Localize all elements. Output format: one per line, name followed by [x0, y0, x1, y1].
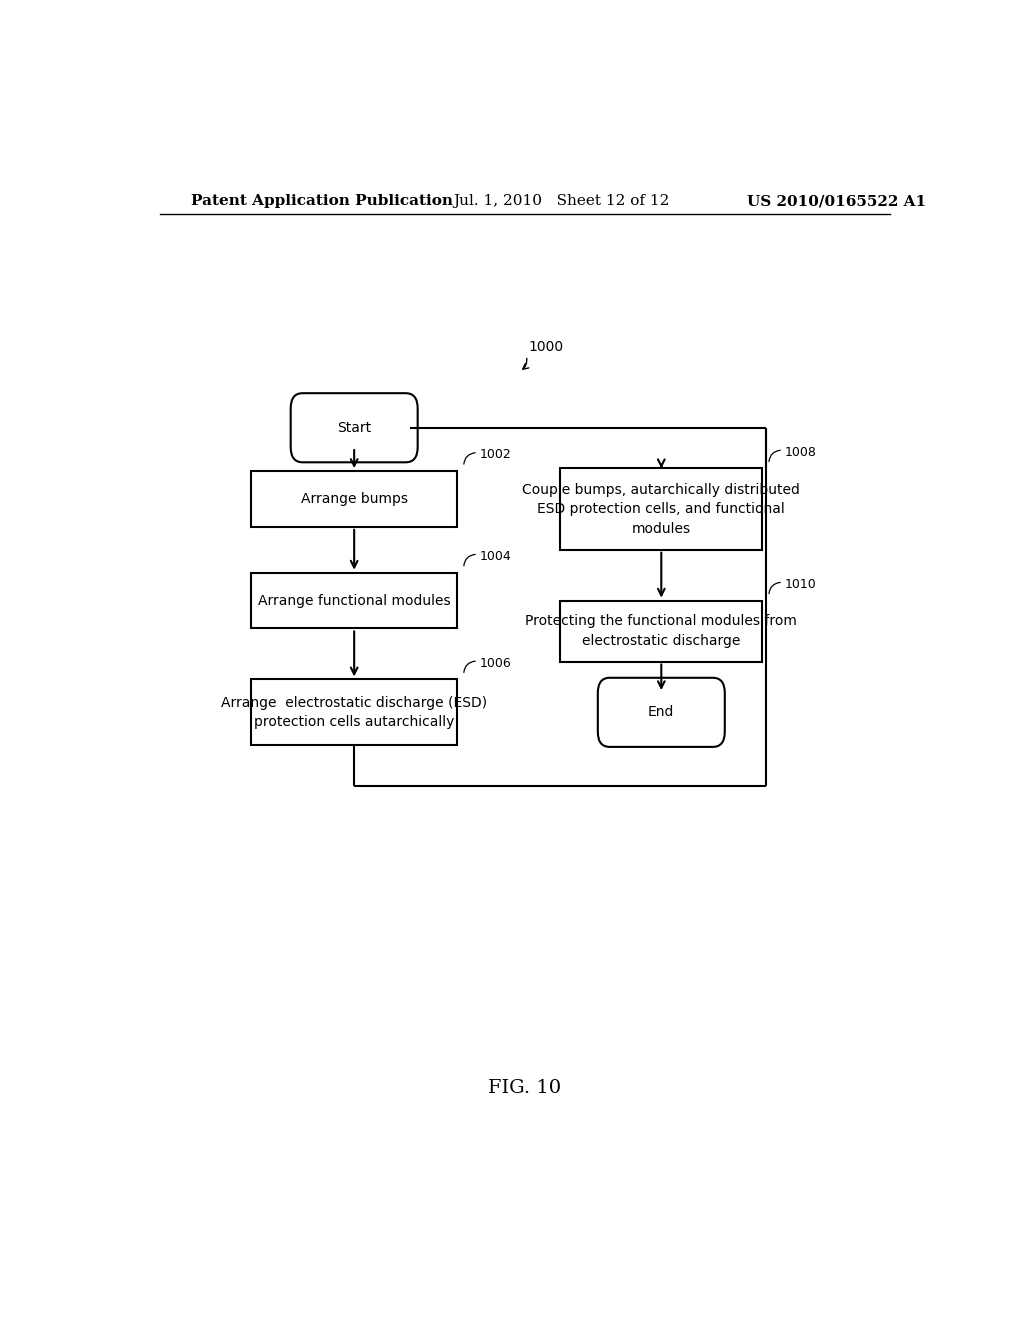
FancyBboxPatch shape: [598, 677, 725, 747]
Text: Start: Start: [337, 421, 372, 434]
Text: 1000: 1000: [528, 339, 564, 354]
Text: Arrange bumps: Arrange bumps: [301, 492, 408, 506]
Text: 1010: 1010: [784, 578, 816, 591]
Text: US 2010/0165522 A1: US 2010/0165522 A1: [748, 194, 926, 209]
Text: Protecting the functional modules from
electrostatic discharge: Protecting the functional modules from e…: [525, 614, 798, 648]
Text: FIG. 10: FIG. 10: [488, 1080, 561, 1097]
Text: 1002: 1002: [479, 449, 511, 461]
Bar: [560, 601, 763, 661]
Text: 1008: 1008: [784, 446, 816, 458]
Bar: [251, 471, 458, 527]
Text: Couple bumps, autarchically distributed
ESD protection cells, and functional
mod: Couple bumps, autarchically distributed …: [522, 483, 800, 536]
Bar: [560, 469, 763, 549]
Text: Arrange functional modules: Arrange functional modules: [258, 594, 451, 607]
Text: Arrange  electrostatic discharge (ESD)
protection cells autarchically: Arrange electrostatic discharge (ESD) pr…: [221, 696, 487, 729]
Text: 1006: 1006: [479, 656, 511, 669]
Bar: [251, 680, 458, 746]
Text: End: End: [648, 705, 675, 719]
Text: Patent Application Publication: Patent Application Publication: [191, 194, 454, 209]
FancyBboxPatch shape: [291, 393, 418, 462]
Text: Jul. 1, 2010   Sheet 12 of 12: Jul. 1, 2010 Sheet 12 of 12: [454, 194, 670, 209]
Bar: [251, 573, 458, 628]
Text: 1004: 1004: [479, 550, 511, 562]
